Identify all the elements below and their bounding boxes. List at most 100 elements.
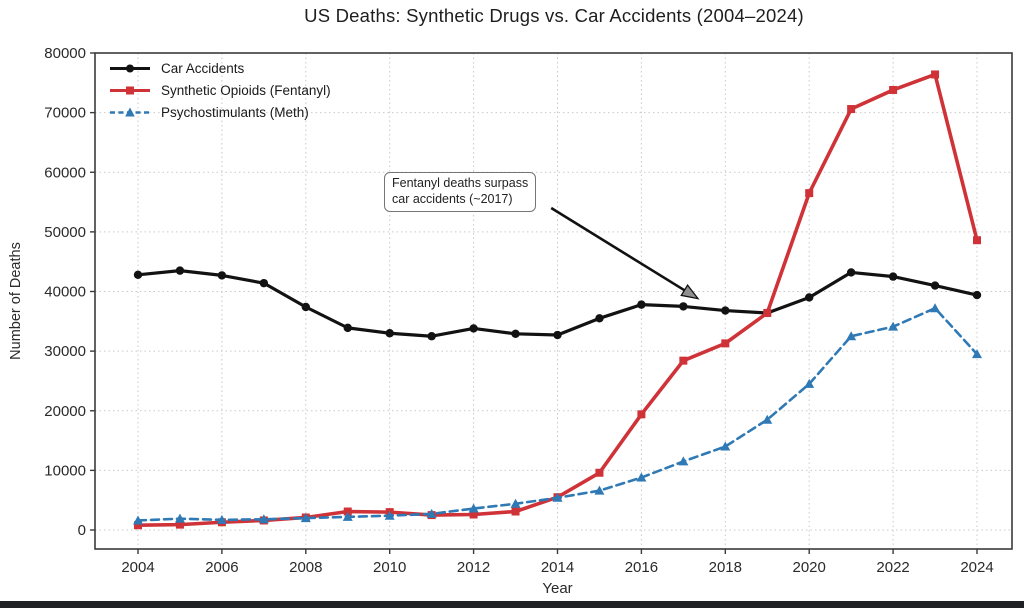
data-point-marker (511, 329, 520, 339)
data-point-marker (889, 85, 898, 94)
legend-sample-marker (126, 86, 134, 94)
legend-sample-car-accidents (110, 64, 150, 72)
data-point-marker (134, 521, 142, 530)
data-point-marker (175, 520, 184, 529)
data-point-marker (679, 302, 688, 311)
data-point-marker (972, 290, 982, 300)
x-tick-label: 2024 (960, 559, 993, 576)
x-tick-label: 2022 (876, 559, 909, 576)
data-point-marker (259, 278, 269, 288)
legend-sample-meth (110, 107, 150, 116)
y-tick-label: 50000 (44, 224, 86, 241)
data-point-marker (888, 272, 898, 281)
data-point-marker (133, 270, 143, 280)
x-tick-label: 2018 (709, 559, 742, 576)
data-point-marker (930, 281, 940, 290)
legend-label-car-accidents: Car Accidents (161, 60, 245, 76)
data-point-marker (930, 303, 941, 313)
data-point-marker (384, 510, 395, 520)
data-point-marker (973, 236, 981, 245)
data-point-marker (343, 323, 352, 333)
data-point-marker (217, 271, 227, 280)
data-point-marker (678, 456, 689, 466)
data-point-marker (510, 498, 521, 508)
legend-label-meth: Psychostimulants (Meth) (161, 104, 309, 120)
data-point-marker (720, 441, 731, 451)
window-bottom-edge (0, 601, 1024, 608)
legend-item-car-accidents: Car Accidents (108, 60, 331, 76)
x-tick-label: 2004 (121, 559, 154, 576)
y-tick-label: 60000 (44, 164, 86, 181)
annotation-arrow-head (680, 284, 700, 300)
x-tick-label: 2006 (205, 559, 238, 576)
data-point-marker (469, 510, 478, 519)
y-tick-label: 70000 (44, 105, 86, 122)
data-point-marker (763, 308, 772, 317)
x-axis-label: Year (542, 580, 572, 597)
data-point-marker (679, 356, 688, 365)
data-point-marker (343, 507, 352, 516)
legend-sample-marker (125, 107, 135, 116)
annotation-text-line2: car accidents (~2017) (392, 191, 513, 206)
data-point-marker (805, 189, 814, 198)
data-point-marker (931, 70, 940, 79)
data-point-marker (300, 513, 311, 523)
data-point-marker (342, 511, 353, 521)
x-tick-label: 2016 (625, 559, 658, 576)
legend: Car Accidents Synthetic Opioids (Fentany… (108, 60, 331, 120)
y-tick-label: 30000 (44, 343, 86, 360)
data-point-marker (511, 507, 520, 516)
data-point-marker (805, 293, 814, 302)
legend-label-fentanyl: Synthetic Opioids (Fentanyl) (161, 82, 331, 98)
series-line-1 (136, 72, 979, 528)
data-point-marker (804, 378, 815, 388)
data-point-marker (595, 314, 604, 323)
data-point-marker (301, 302, 310, 312)
data-point-marker (385, 329, 394, 338)
y-tick-label: 10000 (44, 462, 86, 479)
data-point-marker (721, 339, 730, 348)
plot-border (94, 52, 1013, 550)
data-point-marker (174, 513, 185, 523)
data-point-marker (426, 508, 437, 518)
y-tick-label: 80000 (44, 45, 86, 62)
x-tick-label: 2014 (541, 559, 574, 576)
data-point-marker (594, 485, 605, 495)
x-tick-label: 2008 (289, 559, 322, 576)
data-point-marker (469, 324, 478, 333)
chart-title: US Deaths: Synthetic Drugs vs. Car Accid… (304, 5, 804, 26)
annotation-arrow-line (550, 206, 692, 296)
legend-sample-fentanyl (110, 86, 150, 94)
data-point-marker (258, 514, 269, 524)
data-point-marker (216, 514, 227, 524)
data-point-marker (468, 503, 479, 513)
data-point-marker (427, 332, 436, 341)
data-point-marker (762, 414, 773, 424)
data-point-marker (175, 266, 185, 275)
data-point-marker (636, 472, 647, 482)
data-point-marker (888, 321, 899, 331)
data-point-marker (847, 105, 856, 114)
annotation-text-line1: Fentanyl deaths surpass (392, 176, 529, 190)
y-axis-label: Number of Deaths (8, 242, 24, 360)
legend-sample-marker (126, 64, 134, 72)
data-point-marker (846, 331, 857, 341)
annotation-callout: Fentanyl deaths surpass car accidents (~… (384, 172, 537, 213)
data-point-marker (637, 300, 646, 309)
data-point-marker (972, 349, 982, 359)
legend-item-meth: Psychostimulants (Meth) (108, 104, 331, 120)
data-point-marker (846, 268, 856, 277)
data-point-marker (595, 468, 604, 477)
data-point-marker (637, 410, 646, 419)
legend-item-fentanyl: Synthetic Opioids (Fentanyl) (108, 82, 331, 98)
x-tick-label: 2010 (373, 559, 406, 576)
x-tick-label: 2012 (457, 559, 490, 576)
y-tick-label: 20000 (44, 403, 86, 420)
data-point-marker (553, 330, 562, 340)
data-point-marker (552, 492, 563, 502)
data-point-marker (721, 306, 730, 315)
x-tick-label: 2020 (793, 559, 826, 576)
data-point-marker (133, 515, 143, 525)
